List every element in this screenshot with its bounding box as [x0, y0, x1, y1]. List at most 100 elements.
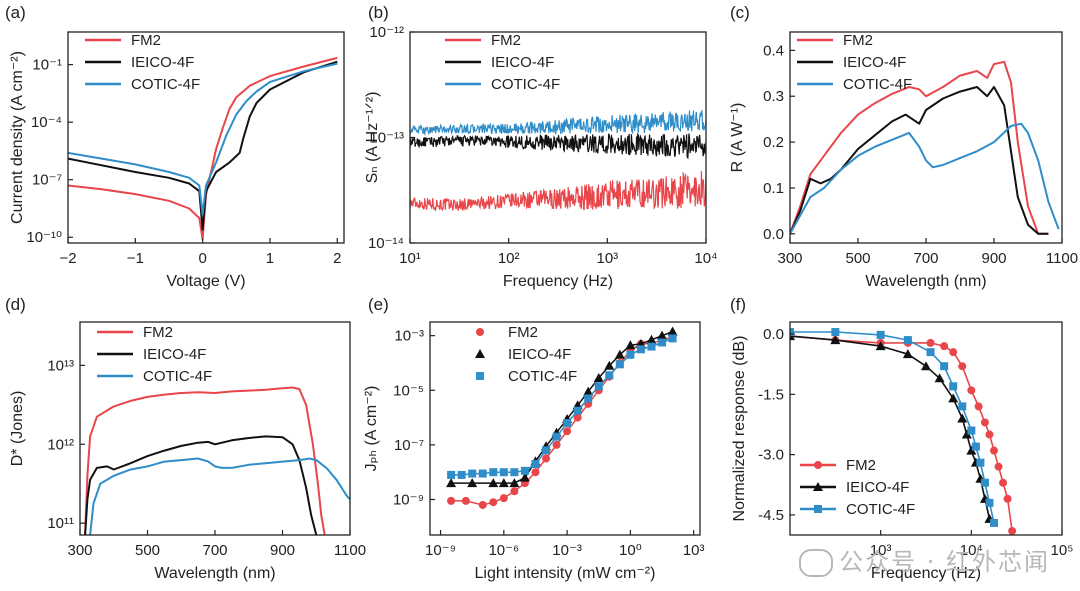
panel-a: −2 −1 0 1 2 10⁻¹ 10⁻⁴ 10⁻⁷ 10⁻¹⁰ Voltage (V) Curre… [5, 3, 345, 290]
plot-area [446, 326, 678, 509]
y-tick-label: 10⁻¹² [369, 24, 404, 41]
series-cotic-4f-point [594, 382, 603, 391]
x-tick-label: 10⁻⁶ [488, 542, 519, 559]
legend-label: COTIC-4F [491, 76, 560, 93]
y-tick-label: -4.5 [758, 507, 784, 524]
series-cotic-4f [68, 62, 338, 216]
series-fm2-point [990, 446, 998, 455]
panel-e: 10⁻⁹ 10⁻⁶ 10⁻³ 10⁰ 10³ 10⁻⁹ 10⁻⁷ 10⁻⁵ 10⁻³ Light … [363, 295, 705, 582]
plot-area [68, 56, 338, 241]
series-ieico-4f-point [646, 334, 657, 344]
series-cotic-4f-point [976, 458, 985, 467]
panel-c: 300 500 700 900 1100 0.0 0.1 0.2 0.3 0.4 Wavelengt… [729, 3, 1078, 290]
series-cotic-4f-point [584, 394, 593, 403]
series-ieico-4f-point [593, 372, 604, 382]
series-ieico-4f-point [934, 373, 945, 383]
x-tick-label: 10² [498, 250, 520, 267]
x-tick-label: 10⁰ [619, 542, 642, 559]
legend-marker [813, 482, 823, 491]
watermark-text: 公众号 · 红外芯闻 [839, 548, 1050, 576]
series-cotic-4f-point [876, 330, 885, 339]
series-cotic-4f-fit [451, 337, 673, 476]
y-tick-label: 10⁻¹⁴ [368, 235, 404, 252]
series-ieico-4f-point [498, 478, 509, 488]
series-cotic-4f-point [668, 334, 677, 343]
x-tick-label: 10³ [596, 250, 618, 267]
series-cotic-4f [790, 122, 1060, 235]
series-cotic-4f-point [531, 460, 540, 468]
series-cotic-4f-point [949, 382, 958, 391]
y-tick-label: -3.0 [758, 447, 784, 464]
plot-area [84, 386, 350, 535]
y-axis-title: Normalized response (dB) [731, 336, 748, 522]
series-cotic-4f-point [520, 466, 529, 475]
axes-frame [429, 321, 701, 536]
x-tick-label: −2 [59, 250, 76, 267]
series-ieico-4f-point [604, 360, 615, 370]
y-tick-label: 10¹¹ [47, 515, 74, 532]
panel-label: (e) [368, 295, 389, 314]
legend: FM2 IEICO-4F COTIC-4F [475, 324, 577, 385]
series-fm2-point [1008, 526, 1017, 535]
legend-label: IEICO-4F [843, 54, 906, 71]
legend-label: FM2 [846, 457, 876, 474]
legend-label: COTIC-4F [846, 501, 915, 518]
x-axis-title: Frequency (Hz) [503, 273, 613, 290]
y-tick-label: 10¹² [47, 436, 74, 453]
series-cotic-4f-point [958, 402, 967, 411]
series-ieico-4f [790, 86, 1049, 235]
x-tick-label: 10⁴ [960, 542, 983, 559]
series-fm2-point [461, 496, 470, 505]
y-axis-title: Current density (A cm⁻²) [9, 51, 26, 224]
panel-label: (b) [368, 3, 389, 22]
panel-label: (c) [730, 3, 750, 22]
series-cotic-4f-point [903, 336, 912, 345]
series-cotic-4f-point [615, 360, 624, 369]
legend-marker [476, 328, 484, 336]
y-tick-label: 10⁻¹ [32, 57, 62, 74]
y-tick-label: 10⁻¹⁰ [26, 229, 62, 246]
series-ieico-4f-point [902, 349, 913, 359]
series-fm2-point [478, 500, 487, 509]
x-tick-label: 10⁴ [694, 250, 717, 267]
series-fm2-point [510, 487, 519, 496]
series-ieico-4f-point [625, 340, 636, 350]
legend-label: IEICO-4F [131, 54, 194, 71]
series-fm2-point [531, 468, 540, 477]
x-tick-label: −1 [127, 250, 144, 267]
y-tick-label: 0.0 [763, 326, 784, 343]
legend-label: FM2 [508, 324, 538, 341]
x-tick-label: 10⁻³ [552, 542, 582, 559]
y-axis-title: R (A W⁻¹) [729, 103, 746, 173]
x-tick-label: 500 [845, 250, 870, 267]
x-tick-label: 300 [67, 542, 92, 559]
legend-label: FM2 [843, 32, 873, 49]
series-fm2-point [573, 413, 582, 422]
series-cotic-4f-point [552, 432, 561, 441]
series-ieico-4f-point [966, 445, 977, 455]
series-ieico-4f-point [921, 361, 931, 371]
series-cotic-4f-point [831, 328, 840, 337]
x-tick-label: 300 [777, 250, 802, 267]
plot-area [410, 110, 706, 213]
series-cotic-4f-point [605, 371, 614, 380]
legend: FM2 IEICO-4F COTIC-4F [445, 32, 560, 93]
series-fm2-point [552, 440, 561, 449]
x-tick-label: 500 [135, 542, 160, 559]
legend-label: IEICO-4F [846, 479, 909, 496]
series-fm2-point [999, 478, 1008, 487]
series-fm2-point [499, 494, 508, 503]
x-axis-title: Wavelength (nm) [154, 565, 275, 582]
series-ieico-4f-point [961, 429, 972, 439]
series-ieico-4f-point [446, 478, 457, 488]
series-ieico-4f [68, 60, 338, 231]
y-axis-title: Jₚₕ (A cm⁻²) [363, 386, 380, 472]
series-ieico-4f-point [875, 341, 886, 351]
legend-label: COTIC-4F [508, 368, 577, 385]
axes-frame [789, 321, 1063, 536]
series-ieico-4f-point [830, 335, 841, 345]
x-tick-label: 10⁵ [1051, 542, 1074, 559]
x-tick-label: 900 [981, 250, 1006, 267]
series-cotic-4f-point [510, 468, 519, 477]
series-cotic-4f-point [499, 468, 508, 477]
